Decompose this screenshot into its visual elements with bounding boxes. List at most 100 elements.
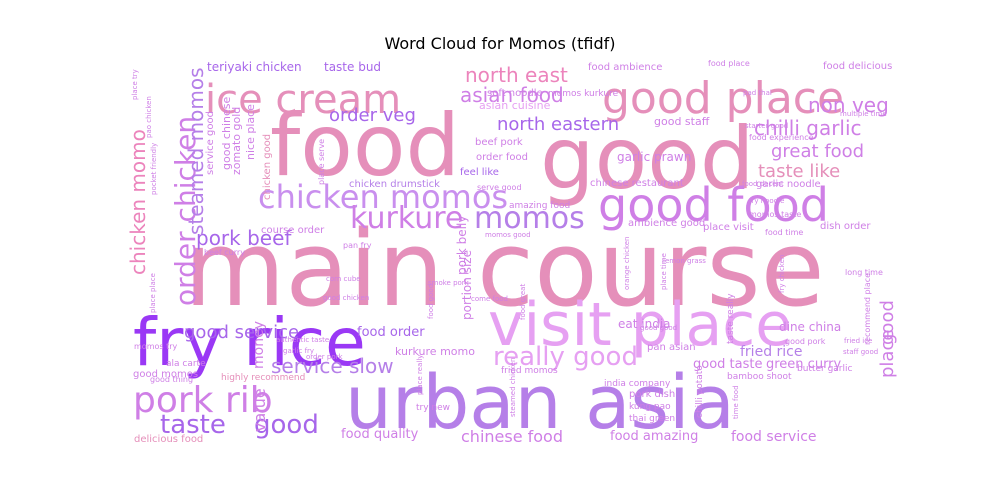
word-chicken-momos-10: chicken momos: [258, 178, 508, 216]
word-nice-place-50: nice place: [244, 104, 257, 160]
word-beef-pork-85: beef pork: [475, 137, 523, 148]
word-food-place-88: food place: [708, 59, 750, 68]
word-food-decent-111: food decent: [742, 180, 784, 188]
word-momos-taste-90: momos taste: [749, 210, 801, 219]
word-beef-curry-98: beef curry: [204, 248, 245, 257]
word-fry-noodle-112: fry noodle: [749, 197, 784, 205]
word-food-good-119: food good: [427, 284, 435, 319]
word-try-new-80: try new: [416, 403, 450, 413]
word-really-good-14: really good: [493, 342, 638, 372]
word-food-ambience-47: food ambience: [588, 62, 662, 73]
word-place-visit-59: place visit: [703, 222, 754, 233]
word-pan-fry-97: pan fry: [343, 241, 372, 250]
word-service-good-52: service good: [205, 111, 216, 175]
word-dine-china-66: dine china: [779, 320, 841, 334]
word-place-time-99: place time: [660, 253, 668, 290]
word-food-experience-89: food experience: [749, 133, 814, 142]
word-garlic-noodle-61: garlic noodle: [756, 179, 821, 190]
word-asian-cuisine-46: asian cuisine: [479, 99, 551, 112]
word-butter-garlic-73: butter garlic: [797, 364, 853, 374]
word-pad-thai-124: pad thai: [743, 89, 772, 97]
word-eat-india-65: eat india: [618, 317, 671, 331]
word-corn-cube-115: corn cube: [326, 275, 361, 283]
word-amazing-food-57: amazing food: [509, 201, 570, 211]
word-good-32: good: [877, 300, 898, 345]
word-value-33: value: [250, 388, 269, 432]
word-lemon-grass-100: lemon grass: [663, 257, 706, 265]
word-long-time-92: long time: [845, 268, 883, 277]
word-service-slow-20: service slow: [271, 354, 394, 378]
word-food-quality-36: food quality: [341, 427, 419, 442]
word-kurkure-11: kurkure: [350, 201, 463, 236]
word-fried-rice-38: fried rice: [740, 344, 802, 360]
word-taste-like-27: taste like: [758, 161, 840, 182]
word-soft-noodle-86: soft noodle: [487, 88, 543, 99]
chart-title: Word Cloud for Momos (tfidf): [384, 34, 616, 53]
word-north-eastern-23: north eastern: [497, 114, 619, 135]
word-pocket-friendly-107: pocket friendly: [150, 143, 158, 195]
word-teriyaki-chicken-42: teriyaki chicken: [207, 60, 302, 74]
word-chicken-drumstick-54: chicken drumstick: [349, 179, 440, 190]
word-good-food-6: good food: [598, 178, 829, 232]
word-food-amazing-37: food amazing: [610, 429, 698, 444]
word-steamed-momos-18: steamed momos: [184, 67, 208, 235]
word-food-service-35: food service: [731, 429, 817, 445]
word-smoke-pork-102: smoke pork: [428, 279, 470, 287]
word-chilli-potato-72: chilli potato: [695, 365, 705, 418]
word-dish-order-60: dish order: [820, 221, 871, 232]
word-orange-chicken-101: orange chicken: [623, 237, 631, 291]
word-good-good-104: good good: [640, 324, 677, 332]
word-fry-rice-4: fry rice: [133, 304, 366, 381]
word-visit-place-5: visit place: [488, 290, 792, 360]
word-good-pork-94: good pork: [785, 337, 826, 346]
word-time-food-103: time food: [732, 385, 740, 419]
word-place-31: place: [877, 330, 898, 378]
word-good-chinese-51: good chinese: [220, 97, 233, 170]
word-chicken-good-53: chicken good: [262, 134, 273, 200]
word-garlic-prawn-44: garlic prawn: [617, 150, 691, 164]
word-asian-food-22: asian food: [460, 83, 564, 107]
word-order-pork-117: order pork: [306, 353, 343, 361]
word-momos-kurkure-87: momos kurkure: [548, 89, 619, 99]
word-place-try-109: place try: [131, 69, 139, 100]
word-fry-chicken-105: fry chicken: [778, 255, 786, 293]
word-staff-good-127: staff good: [843, 348, 878, 356]
word-good-staff-45: good staff: [654, 115, 710, 128]
word-ala-carte-78: ala carte: [166, 359, 206, 369]
word-garlic-fry-116: garlic fry: [283, 347, 314, 355]
word-delicious-food-75: delicious food: [134, 434, 203, 445]
word-taste-really-118: taste really: [726, 293, 736, 344]
word-food-delicious-48: food delicious: [823, 61, 892, 72]
word-chilli-garlic-25: chilli garlic: [754, 116, 862, 140]
word-india-company-71: india company: [604, 379, 671, 389]
word-momos-12: momos: [474, 201, 585, 236]
word-good-place-7: good place: [602, 73, 844, 124]
word-good-thing-77: good thing: [150, 375, 193, 384]
word-green-curry-40: green curry: [766, 357, 842, 372]
word-steamed-chicken-123: steamed chicken: [509, 358, 517, 417]
word-feel-like-55: feel like: [460, 167, 499, 178]
word-authentic-taste-114: authentic taste: [276, 336, 329, 344]
word-good-momos-69: good momos: [133, 369, 198, 380]
word-good-service-28: good service: [184, 322, 299, 343]
word-pork-dish-70: pork dish: [629, 389, 675, 400]
word-ambience-good-58: ambience good: [628, 218, 705, 229]
word-fried-momos-83: fried momos: [501, 366, 558, 376]
word-bamboo-shoot-74: bamboo shoot: [727, 372, 792, 382]
word-thai-green-82: thai green: [629, 414, 675, 424]
word-place-serve-95: place serve: [317, 139, 326, 185]
word-good-2: good: [540, 109, 754, 209]
word-fried-ice-126: fried ice: [844, 337, 872, 345]
word-course-order-62: course order: [261, 225, 325, 236]
word-multiple-time-125: multiple time: [840, 110, 887, 118]
word-chicken-momo-17: chicken momo: [126, 129, 150, 275]
word-food-time-91: food time: [765, 228, 803, 237]
word-north-east-21: north east: [465, 63, 568, 87]
word-money-34: money: [251, 321, 267, 369]
word-order-veg-29: order veg: [329, 105, 416, 126]
word-urban-asia-3: urban asia: [345, 360, 735, 446]
word-great-food-26: great food: [771, 141, 864, 162]
word-main-course-0: main course: [184, 208, 825, 330]
